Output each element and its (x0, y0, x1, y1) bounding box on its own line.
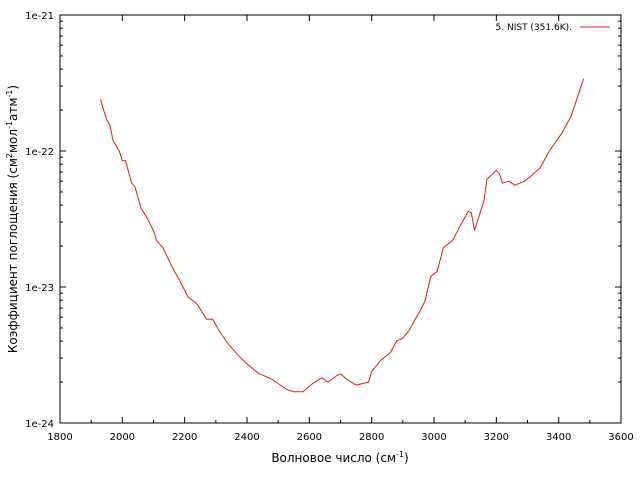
legend-label: 5. NIST (351.6K). (496, 23, 572, 33)
plot-frame (59, 14, 622, 424)
x-tick-label: 2600 (297, 432, 322, 443)
x-tick-label: 3400 (546, 432, 571, 443)
x-tick-label: 3000 (421, 432, 446, 443)
x-axis-ticks: 1800 2000 2200 2400 2600 2800 3000 3200 3400 3600 (47, 15, 634, 443)
y-axis-ticks: 1e-24 1e-23 1e-22 1e-21 (25, 11, 621, 430)
x-axis-title: Волновое число (см-1) (271, 450, 408, 465)
y-tick-label: 1e-24 (25, 419, 54, 430)
x-tick-label: 1800 (47, 432, 72, 443)
y-axis-title-text: атм (6, 98, 20, 121)
y-axis-title-text: ) (6, 85, 20, 90)
x-axis-title-end: ) (404, 451, 409, 465)
x-tick-label: 2200 (172, 432, 197, 443)
series-line (100, 78, 585, 393)
y-tick-label: 1e-21 (25, 11, 54, 22)
y-axis-title-sup: 2 (5, 153, 14, 158)
x-axis-title-sup: -1 (396, 450, 404, 459)
y-tick-label: 1e-22 (25, 147, 54, 158)
legend: 5. NIST (351.6K). (496, 23, 610, 33)
x-tick-label: 3600 (608, 432, 633, 443)
y-axis-title: Коэффициент поглощения (см2мол-1атм-1) (5, 85, 20, 353)
y-axis-title-text: Коэффициент поглощения (см (6, 158, 20, 353)
x-tick-label: 3200 (484, 432, 509, 443)
y-axis-title-sup: -1 (5, 90, 14, 98)
x-tick-label: 2400 (234, 432, 259, 443)
y-axis-title-sup: -1 (5, 121, 14, 129)
y-tick-label: 1e-23 (25, 283, 54, 294)
y-axis-title-text: мол (6, 129, 20, 153)
series-layer (100, 78, 585, 393)
x-tick-label: 2800 (359, 432, 384, 443)
x-tick-label: 2000 (110, 432, 135, 443)
x-axis-title-text: Волновое число (см (271, 451, 396, 465)
